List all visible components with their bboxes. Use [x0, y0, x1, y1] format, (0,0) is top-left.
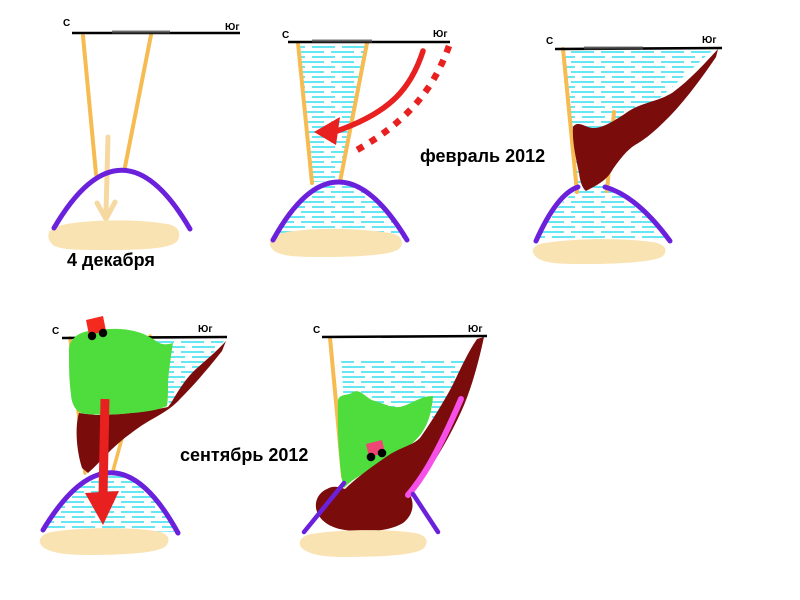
north-label: С [52, 326, 59, 337]
south-label: Юг [433, 29, 447, 40]
truck-wheel-front [98, 328, 108, 338]
collapse-dome [270, 179, 410, 243]
truck-wheel-rear [366, 452, 376, 462]
ground-base [39, 528, 169, 555]
ground-base [269, 228, 402, 257]
ground-base [48, 220, 180, 250]
waste-fill-body [337, 391, 433, 488]
south-label: Юг [702, 35, 716, 46]
truck-wheel-front [377, 448, 387, 458]
south-label: Юг [468, 324, 482, 335]
inflow-dotted-path [355, 44, 453, 153]
collapse-dome-left [301, 480, 347, 535]
water-hatch-funnel [565, 50, 713, 190]
debris-body [572, 49, 718, 191]
dump-truck-icon [86, 316, 108, 341]
south-label: Юг [225, 22, 239, 33]
debris-body [76, 341, 226, 473]
surface-line [321, 334, 488, 339]
shaft-wall-left [81, 34, 98, 176]
shaft-wall-left [561, 47, 579, 194]
collapse-dome-right [410, 491, 441, 535]
inflow-arrow [334, 48, 426, 134]
contact-line-magenta [405, 396, 464, 498]
panel-stage2a-feb-flooded: С Юг [269, 29, 453, 257]
water-hatch-dome [537, 185, 669, 241]
shaft-wall-left [296, 41, 314, 185]
north-label: С [282, 30, 289, 41]
collapse-dome [40, 470, 181, 536]
shaft-wall-right [338, 41, 369, 184]
north-label: С [313, 325, 320, 336]
truck-wheel-rear [87, 331, 97, 341]
south-label: Юг [198, 324, 212, 335]
subsidence-arrow-head [94, 199, 118, 222]
waste-fill-body [68, 328, 173, 415]
ground-base [299, 530, 427, 557]
collapse-dome-left [533, 184, 581, 244]
shaft-wall-right [123, 33, 153, 169]
collapse-dome [51, 167, 193, 232]
panel-stage1-dec4: С Юг [48, 18, 240, 250]
panel-stage3b-sep-filled: С Юг [299, 324, 488, 557]
ground-base [532, 239, 666, 264]
dump-truck-icon [366, 440, 387, 462]
north-label: С [63, 18, 70, 29]
panel-stage2b-feb-debris: С Юг [532, 35, 723, 264]
collapse-dome-right [602, 184, 673, 244]
water-hatch-funnel [299, 44, 366, 182]
debris-body [315, 337, 484, 532]
caption-stage3: сентябрь 2012 [180, 445, 308, 465]
caption-stage1: 4 декабря [67, 250, 155, 270]
caption-stage2: февраль 2012 [420, 146, 545, 166]
collapse-arrow [98, 398, 110, 497]
collapse-arrow-head [85, 491, 119, 525]
inflow-arrow-head [314, 117, 340, 145]
north-label: С [546, 36, 553, 47]
panel-stage3a-sep-dump: С Юг [39, 316, 228, 555]
